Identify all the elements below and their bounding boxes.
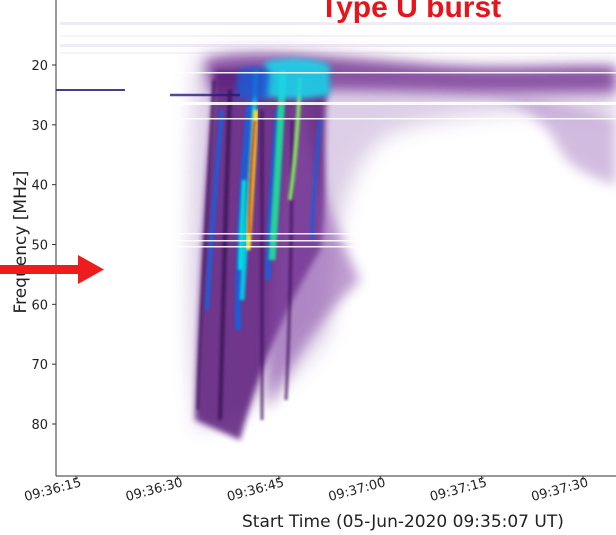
- y-axis-label: Frequency [MHz]: [11, 171, 31, 314]
- y-tick-label: 80: [31, 418, 48, 433]
- x-tick-label: 09:37:00: [327, 475, 387, 505]
- chart-title: Type U burst: [320, 0, 501, 24]
- y-tick-label: 70: [31, 358, 48, 373]
- x-tick-label: 09:37:15: [428, 475, 488, 505]
- y-tick-label: 20: [31, 59, 48, 74]
- spectrogram-image: [56, 22, 616, 440]
- x-tick-label: 09:36:45: [226, 475, 286, 505]
- x-tick-label: 09:37:30: [530, 475, 590, 505]
- x-axis-label: Start Time (05-Jun-2020 09:35:07 UT): [242, 512, 564, 532]
- x-tick-label: 09:36:30: [124, 475, 184, 505]
- y-tick-label: 60: [31, 298, 48, 313]
- y-tick-label: 30: [31, 119, 48, 134]
- y-tick-label: 40: [31, 179, 48, 194]
- red-arrow-icon: [0, 255, 104, 284]
- x-tick-label: 09:36:15: [23, 475, 83, 505]
- y-tick-label: 50: [31, 239, 48, 254]
